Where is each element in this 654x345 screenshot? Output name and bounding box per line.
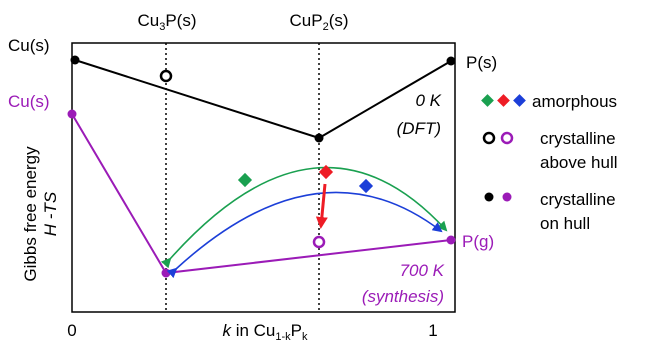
y-axis-title-line2: H -TS: [41, 191, 60, 236]
legend-blue-diamond: [513, 94, 526, 107]
y-axis-title-line1: Gibbs free energy: [21, 146, 40, 282]
dft-label: (DFT): [397, 119, 441, 138]
hull-0k: [74, 59, 452, 140]
p-s-label: P(s): [466, 53, 497, 72]
legend-purple-filled-circle: [502, 192, 512, 202]
cup2-700k-above-hull-point: [312, 235, 326, 249]
x-tick-1: 1: [428, 321, 437, 340]
x-axis-title: k in Cu1-kPk: [222, 321, 308, 343]
cu3p-700k-point: [161, 268, 171, 278]
legend-purple-open-circle: [500, 131, 514, 145]
blue-diamond: [358, 178, 374, 194]
zero-k-label: 0 K: [415, 91, 441, 110]
blue-amorphous-arc: [166, 191, 443, 279]
hull-700k: [71, 113, 452, 275]
x-tick-0: 0: [67, 321, 76, 340]
legend-crystalline-above-line1: crystalline: [540, 129, 616, 148]
legend-green-diamond: [481, 94, 494, 107]
legend-crystalline-on-line1: crystalline: [540, 190, 616, 209]
green-amorphous-arc: [160, 166, 448, 269]
cu-s-label-purple: Cu(s): [8, 92, 50, 111]
cup2-label: CuP2(s): [289, 11, 348, 33]
red-diamond: [318, 164, 334, 180]
cu3p-above-hull-point: [159, 69, 173, 83]
legend-crystalline-on-line2: on hull: [540, 214, 590, 233]
p-g-700k-point: [446, 235, 456, 245]
cu-s-label-black: Cu(s): [8, 36, 50, 55]
legend-black-open-circle: [482, 131, 496, 145]
legend-amorphous-label: amorphous: [532, 92, 617, 111]
seven-hundred-k-label: 700 K: [400, 261, 445, 280]
legend-crystalline-above-line2: above hull: [540, 153, 618, 172]
cu-s-0k-point: [70, 55, 80, 65]
synthesis-label: (synthesis): [362, 287, 444, 306]
cu3p-label: Cu3P(s): [137, 11, 196, 33]
legend-red-diamond: [497, 94, 510, 107]
cu-s-700k-point: [67, 109, 77, 119]
legend-black-filled-circle: [484, 192, 494, 202]
red-relaxation-arrow: [315, 183, 328, 229]
plot-frame: [71, 42, 456, 313]
legend: amorphous crystalline above hull crystal…: [481, 92, 618, 233]
p-s-0k-point: [446, 56, 456, 66]
p-g-label: P(g): [462, 232, 494, 251]
green-diamond: [237, 172, 253, 188]
cup2-0k-point: [314, 133, 324, 143]
